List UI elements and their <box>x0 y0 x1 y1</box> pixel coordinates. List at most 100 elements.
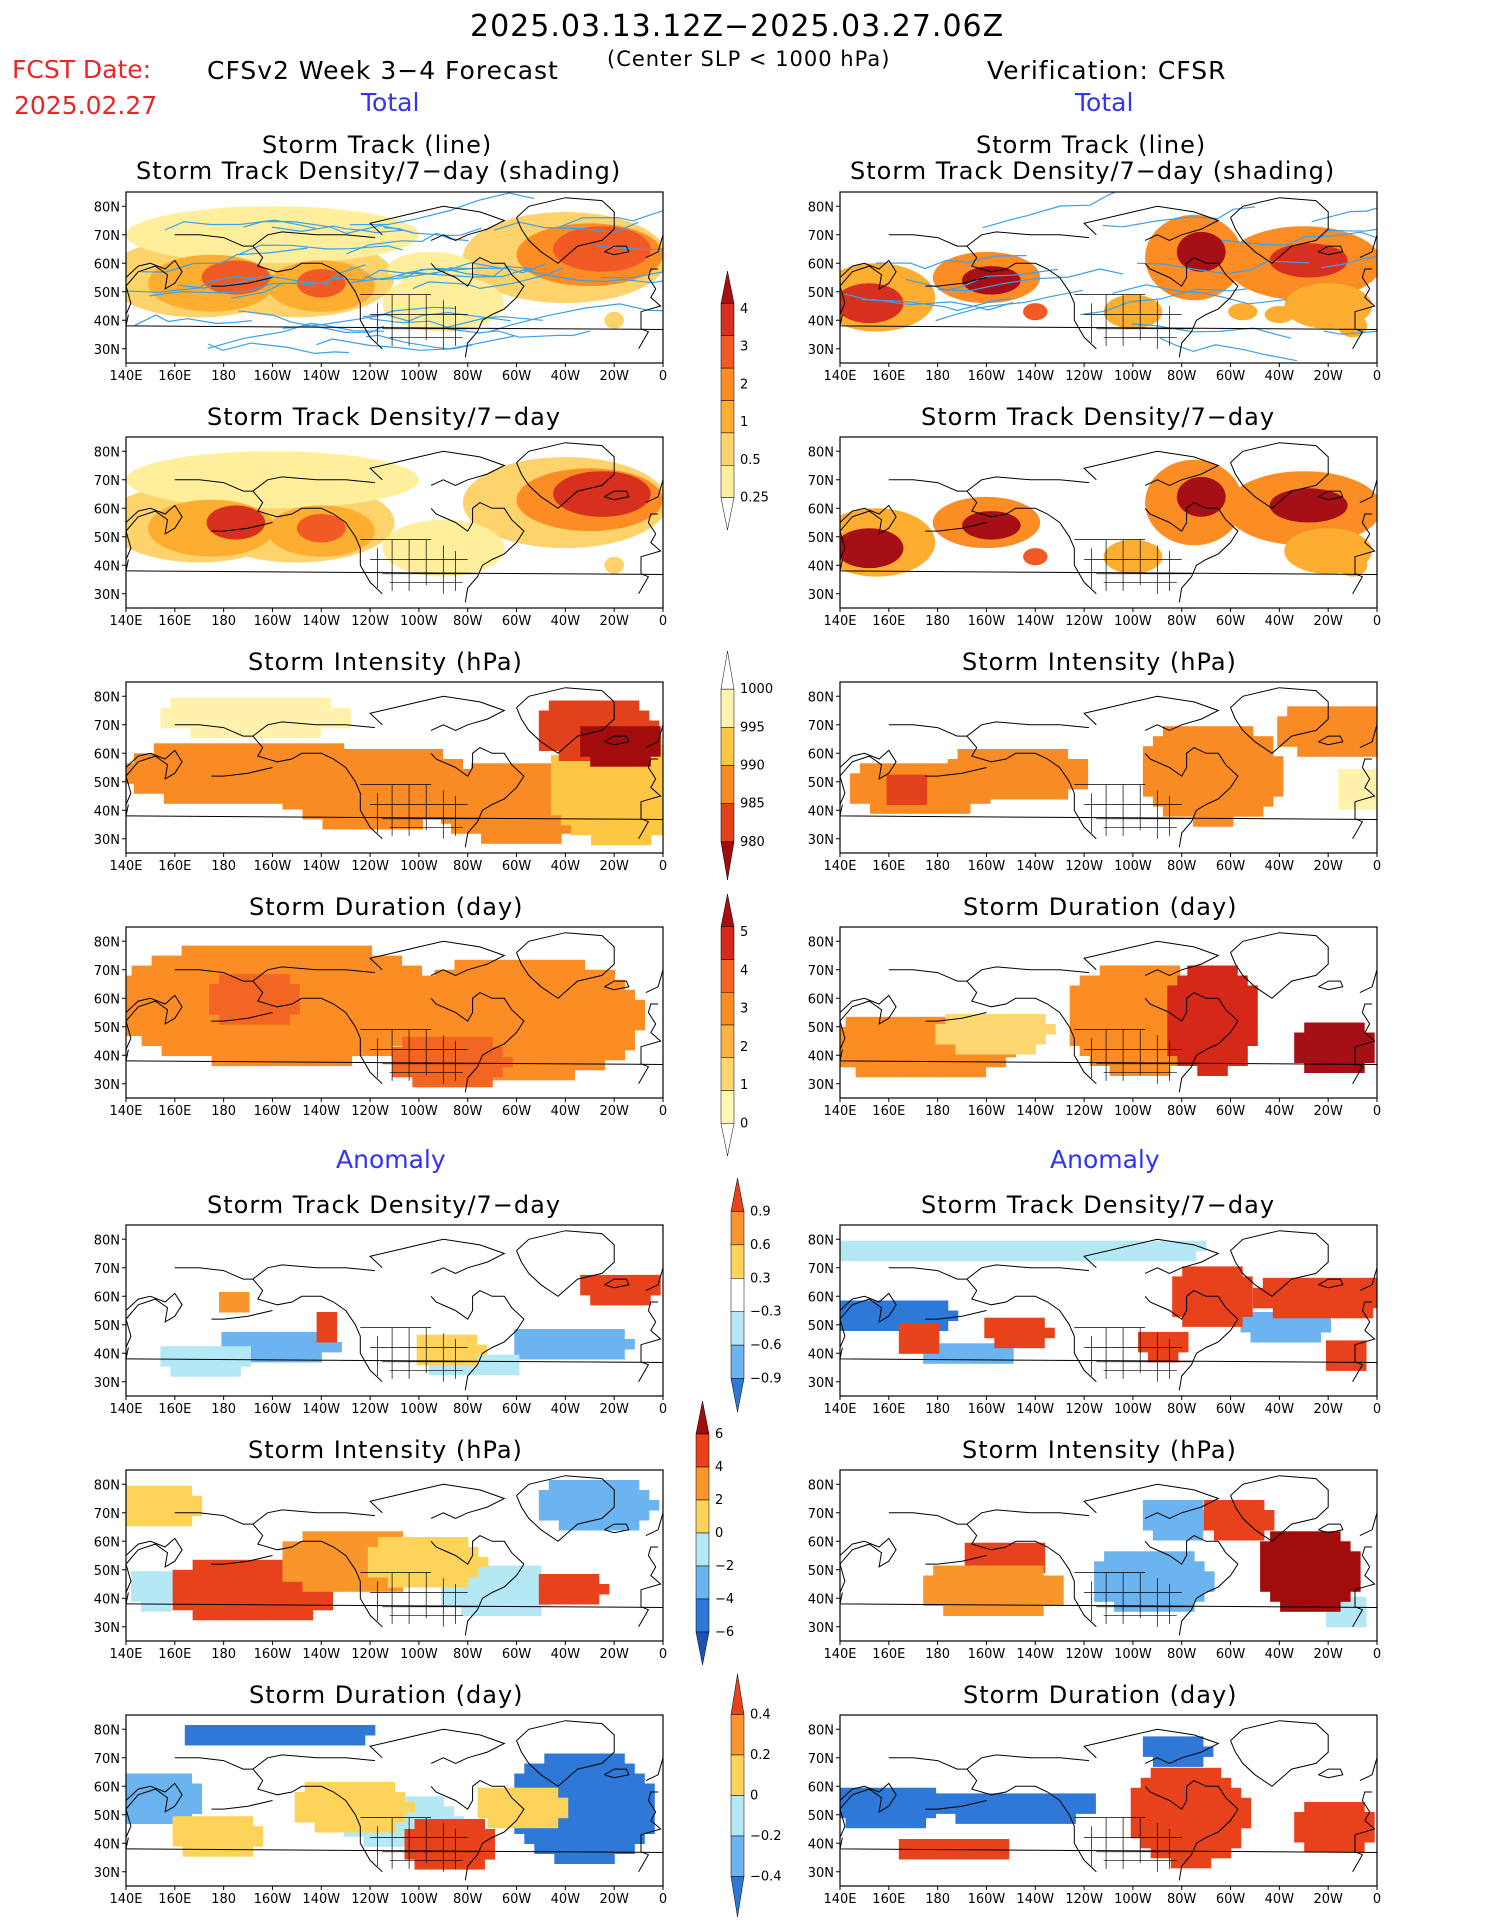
data-cell <box>352 759 363 770</box>
data-cell <box>955 1813 966 1824</box>
colorbar-label: 995 <box>740 720 765 735</box>
storm-track-line <box>935 289 1084 322</box>
data-cell <box>1324 1042 1335 1053</box>
data-cell <box>282 1561 293 1572</box>
data-cell <box>1330 1581 1341 1592</box>
data-cell <box>1025 1024 1036 1035</box>
data-cell <box>624 1009 635 1021</box>
data-cell <box>1368 779 1377 790</box>
data-cell <box>1290 1332 1301 1343</box>
lat-label: 30N <box>808 833 834 848</box>
data-cell <box>580 726 591 737</box>
data-cell <box>574 989 585 1001</box>
data-cell <box>875 1066 887 1078</box>
data-cell <box>601 774 612 786</box>
data-cell <box>1203 1499 1215 1511</box>
data-cell <box>1212 796 1224 807</box>
colorbar-swatch <box>730 1311 745 1346</box>
lon-label: 160W <box>968 1892 1006 1903</box>
data-cell <box>302 1581 313 1592</box>
data-cell <box>133 763 145 774</box>
data-cell <box>392 809 403 820</box>
data-cell <box>925 1807 937 1819</box>
data-cell <box>397 1547 409 1558</box>
data-cell <box>554 1009 565 1021</box>
data-cell <box>1190 1777 1202 1789</box>
data-cell <box>413 1806 424 1817</box>
data-cell <box>126 1005 133 1017</box>
lon-label: 100W <box>400 1647 438 1658</box>
data-cell <box>482 1076 493 1088</box>
data-cell <box>541 763 552 774</box>
data-cell <box>471 793 482 804</box>
data-cell <box>341 1035 353 1047</box>
lat-label: 30N <box>94 343 120 358</box>
data-cell <box>202 1846 214 1857</box>
coastline <box>840 504 897 560</box>
data-cell <box>494 969 505 981</box>
data-cell <box>1242 786 1254 797</box>
data-cell <box>544 979 555 991</box>
data-cell <box>564 1813 575 1824</box>
data-cell <box>1025 1034 1036 1045</box>
data-cell <box>454 1829 465 1840</box>
data-cell <box>564 1349 575 1360</box>
data-cell <box>163 763 175 774</box>
data-cell <box>1177 975 1188 986</box>
data-cell <box>1300 1581 1311 1592</box>
data-cell <box>1192 816 1204 827</box>
data-cell <box>935 1793 946 1804</box>
data-cell <box>1139 965 1151 976</box>
data-cell <box>1232 1296 1243 1307</box>
data-cell <box>963 1575 974 1586</box>
map-frame <box>839 436 1378 609</box>
data-cell <box>181 1045 193 1057</box>
data-cell <box>521 1565 532 1576</box>
data-cell <box>262 1589 274 1601</box>
data-cell <box>304 1725 316 1736</box>
data-cell <box>1085 1250 1097 1262</box>
data-cell <box>314 1792 326 1803</box>
data-cell <box>362 769 373 780</box>
data-cell <box>1346 1606 1357 1618</box>
data-cell <box>133 773 145 784</box>
data-cell <box>581 784 592 796</box>
data-cell <box>1280 1332 1291 1343</box>
coastline <box>638 268 662 350</box>
data-cell <box>161 1045 173 1057</box>
data-cell <box>524 1049 535 1061</box>
data-cell <box>1367 746 1377 757</box>
lat-label: 50N <box>808 776 834 791</box>
colorbar-swatch <box>695 1598 710 1633</box>
data-cell <box>935 1250 947 1262</box>
data-cell <box>1304 1841 1315 1853</box>
data-cell <box>434 979 445 991</box>
data-cell <box>280 697 291 709</box>
data-cell <box>1192 1756 1204 1767</box>
lon-label: 160E <box>872 1647 905 1658</box>
data-cell <box>151 955 163 967</box>
data-cell <box>504 989 515 1001</box>
data-cell <box>1003 1343 1014 1354</box>
data-cell <box>1290 1561 1301 1572</box>
data-cell <box>1347 736 1358 747</box>
data-cell <box>180 1356 191 1367</box>
data-cell <box>1344 1052 1355 1063</box>
data-cell <box>1180 1787 1192 1799</box>
data-cell <box>252 1569 264 1581</box>
data-cell <box>361 985 373 997</box>
data-cell <box>584 999 595 1011</box>
data-cell <box>1184 1571 1195 1582</box>
data-cell <box>444 1009 455 1021</box>
data-cell <box>131 1591 142 1602</box>
data-cell <box>584 1339 595 1350</box>
lon-label: 40W <box>551 1647 581 1658</box>
data-cell <box>1230 1797 1242 1809</box>
data-cell <box>414 1849 425 1860</box>
lat-label: 50N <box>94 286 120 301</box>
lat-label: 80N <box>94 935 120 950</box>
data-cell <box>537 1817 549 1829</box>
coastline <box>1352 1546 1376 1628</box>
lat-label: 50N <box>94 1319 120 1334</box>
data-cell <box>412 759 423 770</box>
